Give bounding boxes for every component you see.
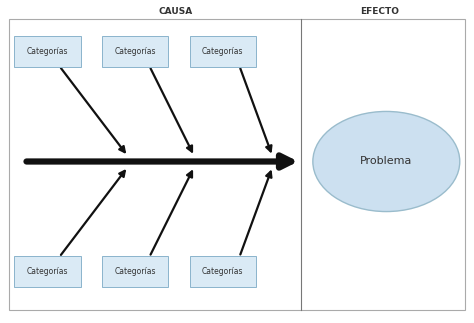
Text: Categorías: Categorías (27, 47, 68, 56)
FancyBboxPatch shape (190, 256, 256, 287)
FancyBboxPatch shape (102, 36, 168, 67)
Text: CAUSA: CAUSA (158, 7, 192, 16)
FancyBboxPatch shape (14, 256, 81, 287)
Text: EFECTO: EFECTO (360, 7, 399, 16)
FancyBboxPatch shape (102, 256, 168, 287)
FancyBboxPatch shape (14, 36, 81, 67)
Text: Categorías: Categorías (202, 47, 244, 56)
Text: Problema: Problema (360, 157, 412, 166)
Text: Categorías: Categorías (114, 267, 156, 276)
Ellipse shape (313, 111, 460, 212)
Text: Categorías: Categorías (27, 267, 68, 276)
Text: Categorías: Categorías (202, 267, 244, 276)
Text: Categorías: Categorías (114, 47, 156, 56)
FancyBboxPatch shape (190, 36, 256, 67)
